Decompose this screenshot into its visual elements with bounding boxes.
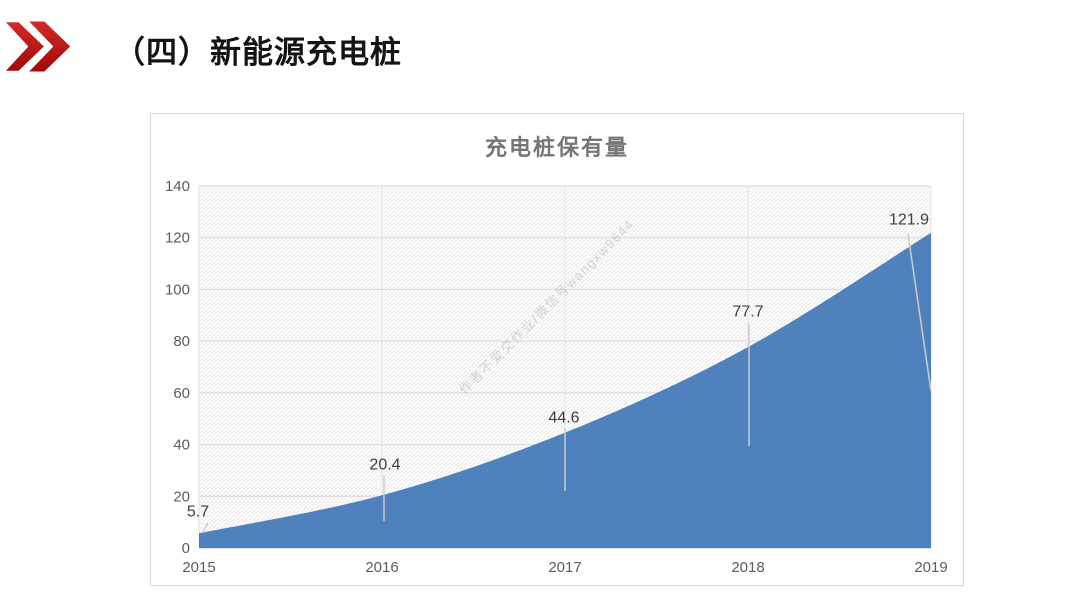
data-label: 77.7 xyxy=(732,304,763,321)
x-tick-label: 2016 xyxy=(365,559,398,576)
chart-card: 充电桩保有量 5.7 20.4 44.6 77.7 121.9 0 20 40 60 80 100 1… xyxy=(150,113,964,586)
data-label: 5.7 xyxy=(187,504,209,521)
x-tick-label: 2019 xyxy=(914,559,947,576)
data-label: 44.6 xyxy=(548,410,579,427)
data-label: 20.4 xyxy=(369,457,400,474)
x-tick-label: 2015 xyxy=(182,559,215,576)
area-series xyxy=(199,232,931,548)
chevron-left-shape xyxy=(6,22,44,71)
y-tick-label: 40 xyxy=(173,437,190,454)
y-tick-label: 20 xyxy=(173,488,190,505)
chart-canvas: 5.7 20.4 44.6 77.7 121.9 0 20 40 60 80 100 120 140 20… xyxy=(165,178,948,576)
y-tick-label: 140 xyxy=(165,178,190,195)
y-tick-label: 120 xyxy=(165,230,190,247)
double-chevron-right-icon xyxy=(6,20,72,73)
y-tick-label: 60 xyxy=(173,385,190,402)
y-tick-label: 100 xyxy=(165,281,190,298)
data-label: 121.9 xyxy=(889,212,929,229)
chart-title: 充电桩保有量 xyxy=(484,135,629,160)
chevron-right-shape xyxy=(24,20,72,73)
x-tick-label: 2018 xyxy=(731,559,764,576)
y-tick-label: 80 xyxy=(173,333,190,350)
callout-line xyxy=(907,233,932,392)
callout-line xyxy=(202,522,209,533)
x-tick-label: 2017 xyxy=(548,559,581,576)
page-title: （四）新能源充电桩 xyxy=(114,35,402,70)
y-tick-label: 0 xyxy=(182,540,190,557)
